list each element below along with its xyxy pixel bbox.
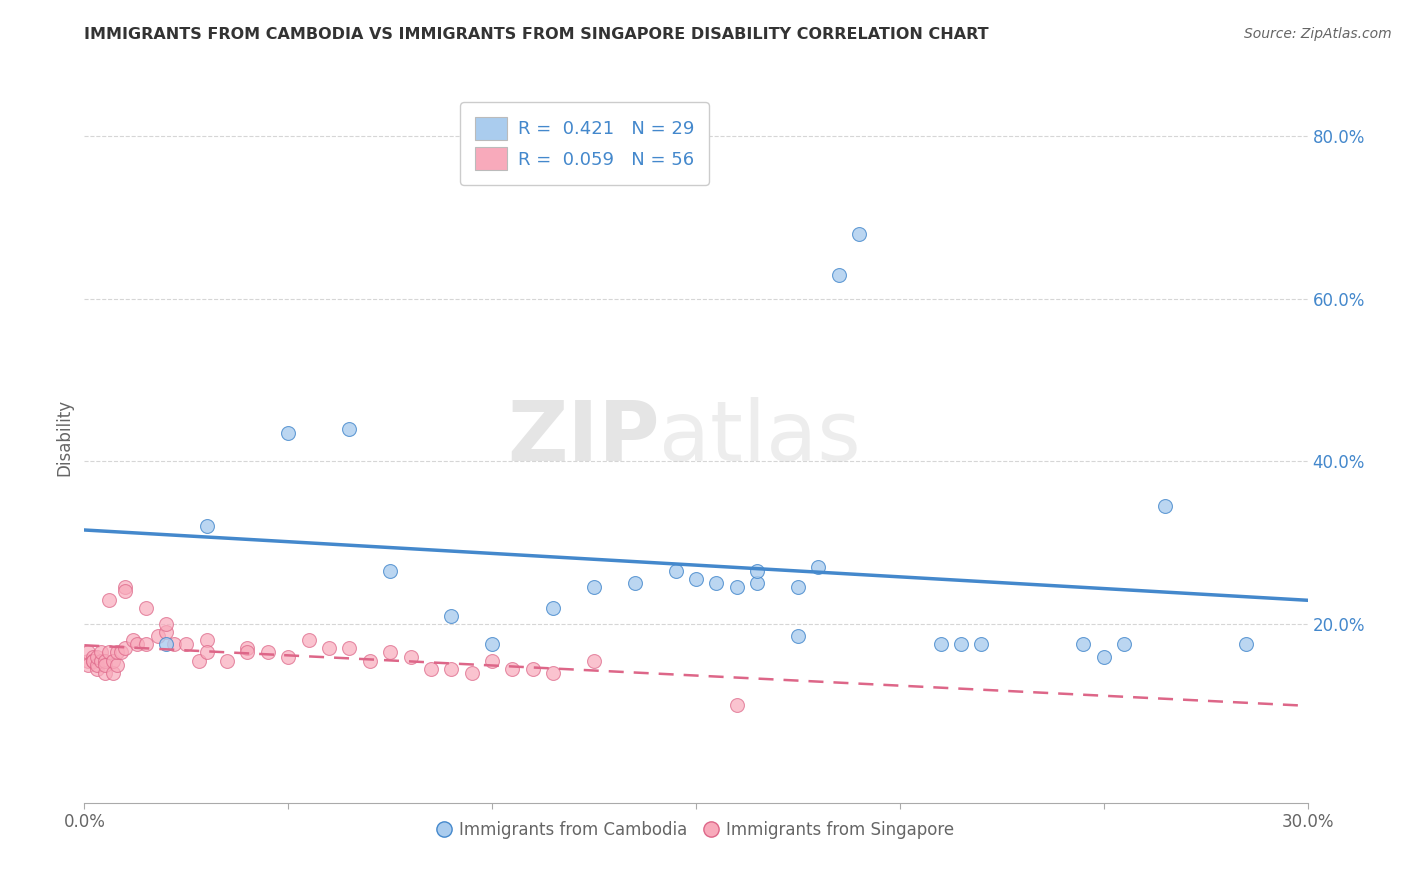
Point [114,584,136,599]
Point [187,654,209,668]
Point [359,654,381,668]
Point [86,662,108,676]
Text: Source: ZipAtlas.com: Source: ZipAtlas.com [1244,27,1392,41]
Point [90,645,112,659]
Point [1154,499,1177,513]
Point [747,576,769,591]
Point [97,645,120,659]
Point [706,576,728,591]
Point [1073,637,1095,651]
Point [217,654,239,668]
Y-axis label: Disability: Disability [55,399,73,475]
Point [195,633,218,648]
Point [93,657,115,672]
Point [195,519,218,533]
Point [122,633,145,648]
Point [114,581,136,595]
Point [97,592,120,607]
Point [1236,637,1258,651]
Point [236,641,259,656]
Point [77,654,100,668]
Point [82,654,104,668]
Point [440,608,463,623]
Point [146,629,169,643]
Point [277,425,299,440]
Point [950,637,973,651]
Point [277,649,299,664]
Point [93,665,115,680]
Point [155,637,177,651]
Point [787,581,810,595]
Point [807,560,830,574]
Point [155,625,177,640]
Point [257,645,280,659]
Point [339,641,361,656]
Point [114,641,136,656]
Point [461,665,484,680]
Point [665,564,688,578]
Point [380,645,402,659]
Point [135,637,157,651]
Point [929,637,952,651]
Point [339,422,361,436]
Point [90,654,112,668]
Point [82,649,104,664]
Point [77,645,100,659]
Point [583,654,606,668]
Point [502,662,524,676]
Point [82,654,104,668]
Point [828,268,851,282]
Point [848,227,870,241]
Point [624,576,647,591]
Point [155,617,177,632]
Text: ZIP: ZIP [506,397,659,477]
Point [583,581,606,595]
Point [747,564,769,578]
Point [127,637,149,651]
Point [105,645,128,659]
Point [787,629,810,643]
Point [543,600,565,615]
Point [1092,649,1115,664]
Point [93,654,115,668]
Point [318,641,340,656]
Point [685,572,707,586]
Point [77,657,100,672]
Point [110,645,132,659]
Point [195,645,218,659]
Text: IMMIGRANTS FROM CAMBODIA VS IMMIGRANTS FROM SINGAPORE DISABILITY CORRELATION CHA: IMMIGRANTS FROM CAMBODIA VS IMMIGRANTS F… [84,27,988,42]
Point [543,665,565,680]
Point [101,665,124,680]
Point [725,698,748,713]
Point [1114,637,1136,651]
Point [399,649,422,664]
Legend: Immigrants from Cambodia, Immigrants from Singapore: Immigrants from Cambodia, Immigrants fro… [432,814,960,846]
Point [380,564,402,578]
Point [481,637,503,651]
Point [101,654,124,668]
Point [725,581,748,595]
Point [440,662,463,676]
Point [236,645,259,659]
Point [970,637,993,651]
Point [86,649,108,664]
Point [522,662,544,676]
Point [135,600,157,615]
Point [163,637,186,651]
Point [174,637,197,651]
Point [86,657,108,672]
Point [481,654,503,668]
Point [420,662,443,676]
Text: atlas: atlas [659,397,860,477]
Point [298,633,321,648]
Point [105,657,128,672]
